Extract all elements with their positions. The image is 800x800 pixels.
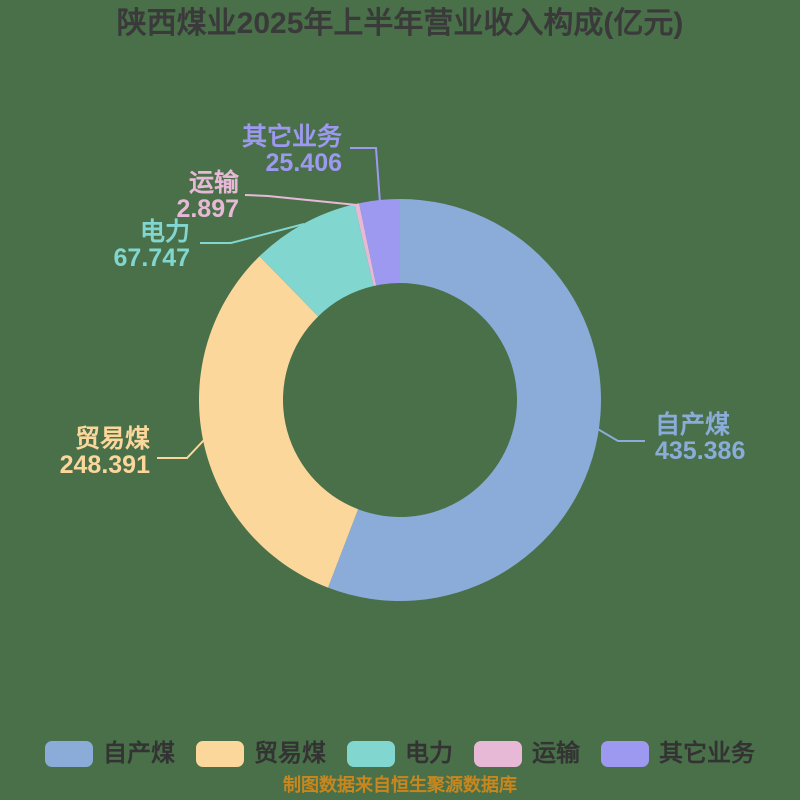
pie-label-name: 贸易煤	[74, 425, 150, 453]
pie-label-value: 435.386	[655, 437, 746, 465]
pie-label-name: 运输	[188, 169, 239, 197]
legend-swatch-icon	[347, 741, 395, 767]
chart-title: 陕西煤业2025年上半年营业收入构成(亿元)	[116, 7, 684, 40]
pie-label-self-produced-coal: 自产煤 435.386	[655, 412, 745, 464]
legend-item-electricity[interactable]: 电力	[347, 740, 453, 768]
legend-swatch-icon	[196, 741, 244, 767]
data-source-note: 制图数据来自恒生聚源数据库	[283, 775, 517, 795]
pie-slice-self-produced-coal[interactable]	[327, 199, 601, 601]
legend-item-transportation[interactable]: 运输	[474, 740, 580, 768]
legend-swatch-icon	[45, 741, 93, 767]
legend-swatch-icon	[474, 741, 522, 767]
legend-label: 运输	[532, 740, 580, 767]
pie-slice-transportation[interactable]	[354, 203, 377, 287]
legend: 自产煤 贸易煤 电力 运输 其它业务	[0, 740, 800, 768]
pie-label-value: 248.391	[59, 451, 150, 479]
pie-label-value: 2.897	[176, 195, 239, 223]
label-leader-line-trade-coal	[157, 439, 205, 459]
pie-slice-other-business[interactable]	[359, 199, 400, 286]
pie-slice-trade-coal[interactable]	[198, 256, 359, 588]
pie-label-electricity: 电力 67.747	[114, 219, 190, 271]
label-leader-line-self-produced-coal	[595, 427, 645, 442]
pie-label-transportation: 运输 2.897	[176, 170, 239, 222]
legend-label: 贸易煤	[254, 740, 326, 767]
legend-swatch-icon	[601, 741, 649, 767]
pie-label-other-business: 其它业务 25.406	[242, 124, 342, 176]
pie-label-value: 67.747	[113, 244, 190, 272]
legend-label: 其它业务	[659, 740, 755, 767]
pie-label-name: 电力	[139, 218, 190, 246]
pie-label-value: 25.406	[265, 149, 342, 177]
label-leader-line-other-business	[350, 147, 381, 204]
pie-label-trade-coal: 贸易煤 248.391	[60, 426, 150, 478]
legend-item-trade-coal[interactable]: 贸易煤	[196, 740, 326, 768]
legend-item-other-business[interactable]: 其它业务	[601, 740, 755, 768]
pie-slice-electricity[interactable]	[259, 204, 374, 317]
label-leader-line-transportation	[244, 194, 358, 206]
pie-label-name: 其它业务	[241, 123, 342, 151]
legend-label: 自产煤	[103, 740, 175, 767]
label-leader-line-electricity	[200, 223, 305, 244]
legend-item-self-produced-coal[interactable]: 自产煤	[45, 740, 175, 768]
legend-label: 电力	[405, 740, 453, 767]
pie-label-name: 自产煤	[655, 411, 731, 439]
